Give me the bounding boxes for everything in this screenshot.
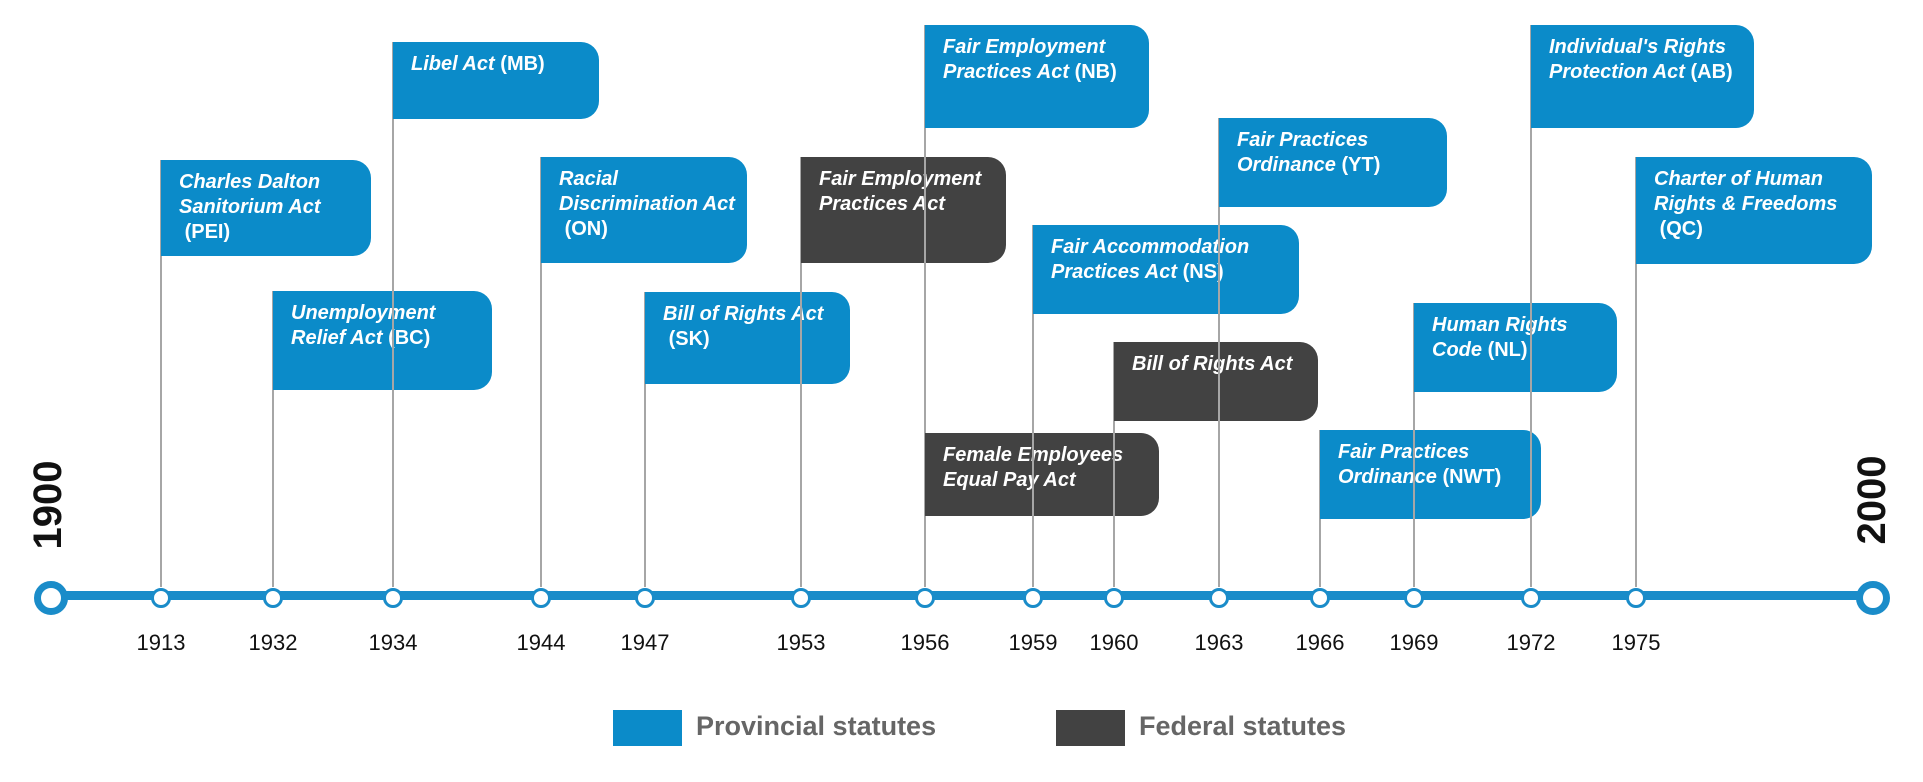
provincial-statute-flag: Bill of Rights Act (SK) bbox=[645, 292, 850, 384]
statute-title: Human Rights Code bbox=[1432, 314, 1568, 361]
year-marker-1932 bbox=[263, 588, 283, 608]
federal-statute-flag: Bill of Rights Act bbox=[1114, 342, 1318, 421]
year-marker-1975 bbox=[1626, 588, 1646, 608]
statute-title: Racial Discrimination Act bbox=[559, 168, 735, 215]
provincial-statute-flag: Fair Practices Ordinance (NWT) bbox=[1320, 430, 1541, 519]
timeline-axis bbox=[50, 591, 1878, 600]
year-marker-1953 bbox=[791, 588, 811, 608]
year-label-1944: 1944 bbox=[516, 630, 566, 655]
statute-title: Charles Dalton Sanitorium Act bbox=[179, 171, 321, 218]
statute-title: Fair Employment Practices Act bbox=[819, 168, 982, 215]
start-year-label: 1900 bbox=[26, 460, 70, 550]
provincial-statute-flag: Fair Practices Ordinance (YT) bbox=[1219, 118, 1447, 207]
jurisdiction-abbr: (NB) bbox=[1074, 61, 1117, 83]
start-marker bbox=[34, 581, 68, 615]
jurisdiction-abbr: (AB) bbox=[1690, 61, 1733, 83]
provincial-statute-flag: Individual's Rights Protection Act (AB) bbox=[1531, 25, 1754, 128]
provincial-statute-flag: Fair Accommodation Practices Act (NS) bbox=[1033, 225, 1299, 314]
legend-provincial-swatch bbox=[613, 710, 682, 746]
year-label-1972: 1972 bbox=[1506, 630, 1556, 655]
federal-statute-flag: Female Employees Equal Pay Act bbox=[925, 433, 1159, 516]
legend-provincial-label: Provincial statutes bbox=[696, 711, 937, 741]
year-label-1947: 1947 bbox=[620, 630, 670, 655]
statute-title: Fair Practices Ordinance bbox=[1338, 441, 1470, 488]
jurisdiction-abbr: (MB) bbox=[500, 53, 545, 75]
year-label-1959: 1959 bbox=[1008, 630, 1058, 655]
end-year-label: 2000 bbox=[1850, 455, 1894, 545]
event-stem bbox=[1635, 157, 1637, 587]
statute-title: Bill of Rights Act bbox=[1132, 353, 1293, 375]
provincial-statute-flag: Libel Act (MB) bbox=[393, 42, 599, 119]
year-marker-1944 bbox=[531, 588, 551, 608]
event-stem bbox=[1530, 25, 1532, 587]
year-label-1963: 1963 bbox=[1194, 630, 1244, 655]
year-marker-1913 bbox=[151, 588, 171, 608]
jurisdiction-abbr: (QC) bbox=[1659, 218, 1703, 240]
event-stem bbox=[1218, 118, 1220, 587]
statute-title: Individual's Rights Protection Act bbox=[1549, 36, 1726, 83]
event-stem bbox=[1113, 342, 1115, 587]
event-stem bbox=[644, 292, 646, 587]
year-label-1913: 1913 bbox=[136, 630, 186, 655]
jurisdiction-abbr: (BC) bbox=[388, 327, 431, 349]
provincial-statute-flag: Unemployment Relief Act (BC) bbox=[273, 291, 492, 390]
year-marker-1972 bbox=[1521, 588, 1541, 608]
event-stem bbox=[272, 291, 274, 587]
end-marker bbox=[1856, 581, 1890, 615]
statute-title: Fair Practices Ordinance bbox=[1237, 129, 1369, 176]
statute-title: Libel Act bbox=[411, 53, 495, 75]
legend-federal-label: Federal statutes bbox=[1139, 711, 1347, 741]
event-stem bbox=[392, 42, 394, 587]
jurisdiction-abbr: (PEI) bbox=[184, 221, 231, 243]
event-stem bbox=[540, 157, 542, 587]
provincial-statute-flag: Racial Discrimination Act (ON) bbox=[541, 157, 747, 263]
year-marker-1963 bbox=[1209, 588, 1229, 608]
jurisdiction-abbr: (NWT) bbox=[1442, 466, 1502, 488]
year-marker-1934 bbox=[383, 588, 403, 608]
jurisdiction-abbr: (SK) bbox=[668, 328, 710, 350]
provincial-statute-flag: Charter of Human Rights & Freedoms (QC) bbox=[1636, 157, 1872, 264]
jurisdiction-abbr: (YT) bbox=[1341, 154, 1381, 176]
federal-statute-flag: Fair Employment Practices Act bbox=[801, 157, 1006, 263]
statute-title: Female Employees Equal Pay Act bbox=[943, 444, 1124, 491]
year-label-1975: 1975 bbox=[1611, 630, 1661, 655]
jurisdiction-abbr: (NS) bbox=[1182, 261, 1224, 283]
provincial-statute-flag: Human Rights Code (NL) bbox=[1414, 303, 1617, 392]
statute-title: Unemployment Relief Act bbox=[291, 302, 436, 349]
year-marker-1966 bbox=[1310, 588, 1330, 608]
year-label-1932: 1932 bbox=[248, 630, 298, 655]
statute-title: Bill of Rights Act bbox=[663, 303, 824, 325]
year-marker-1969 bbox=[1404, 588, 1424, 608]
year-label-1969: 1969 bbox=[1389, 630, 1439, 655]
event-stem bbox=[1032, 225, 1034, 587]
statute-title: Fair Employment Practices Act bbox=[943, 36, 1106, 83]
year-marker-1947 bbox=[635, 588, 655, 608]
legend-federal-swatch bbox=[1056, 710, 1125, 746]
event-stem bbox=[924, 25, 926, 587]
year-marker-1956 bbox=[915, 588, 935, 608]
provincial-statute-flag: Charles Dalton Sanitorium Act (PEI) bbox=[161, 160, 371, 256]
year-marker-1959 bbox=[1023, 588, 1043, 608]
event-stem bbox=[160, 160, 162, 587]
year-label-1934: 1934 bbox=[368, 630, 418, 655]
year-label-1960: 1960 bbox=[1089, 630, 1139, 655]
statute-title: Fair Accommodation Practices Act bbox=[1051, 236, 1250, 283]
year-label-1953: 1953 bbox=[776, 630, 826, 655]
provincial-statute-flag: Fair Employment Practices Act (NB) bbox=[925, 25, 1149, 128]
jurisdiction-abbr: (ON) bbox=[564, 218, 608, 240]
event-stem bbox=[1413, 303, 1415, 587]
year-label-1956: 1956 bbox=[900, 630, 950, 655]
statute-title: Charter of Human Rights & Freedoms bbox=[1654, 168, 1838, 215]
jurisdiction-abbr: (NL) bbox=[1487, 339, 1528, 361]
year-label-1966: 1966 bbox=[1295, 630, 1345, 655]
event-stem bbox=[800, 157, 802, 587]
year-marker-1960 bbox=[1104, 588, 1124, 608]
